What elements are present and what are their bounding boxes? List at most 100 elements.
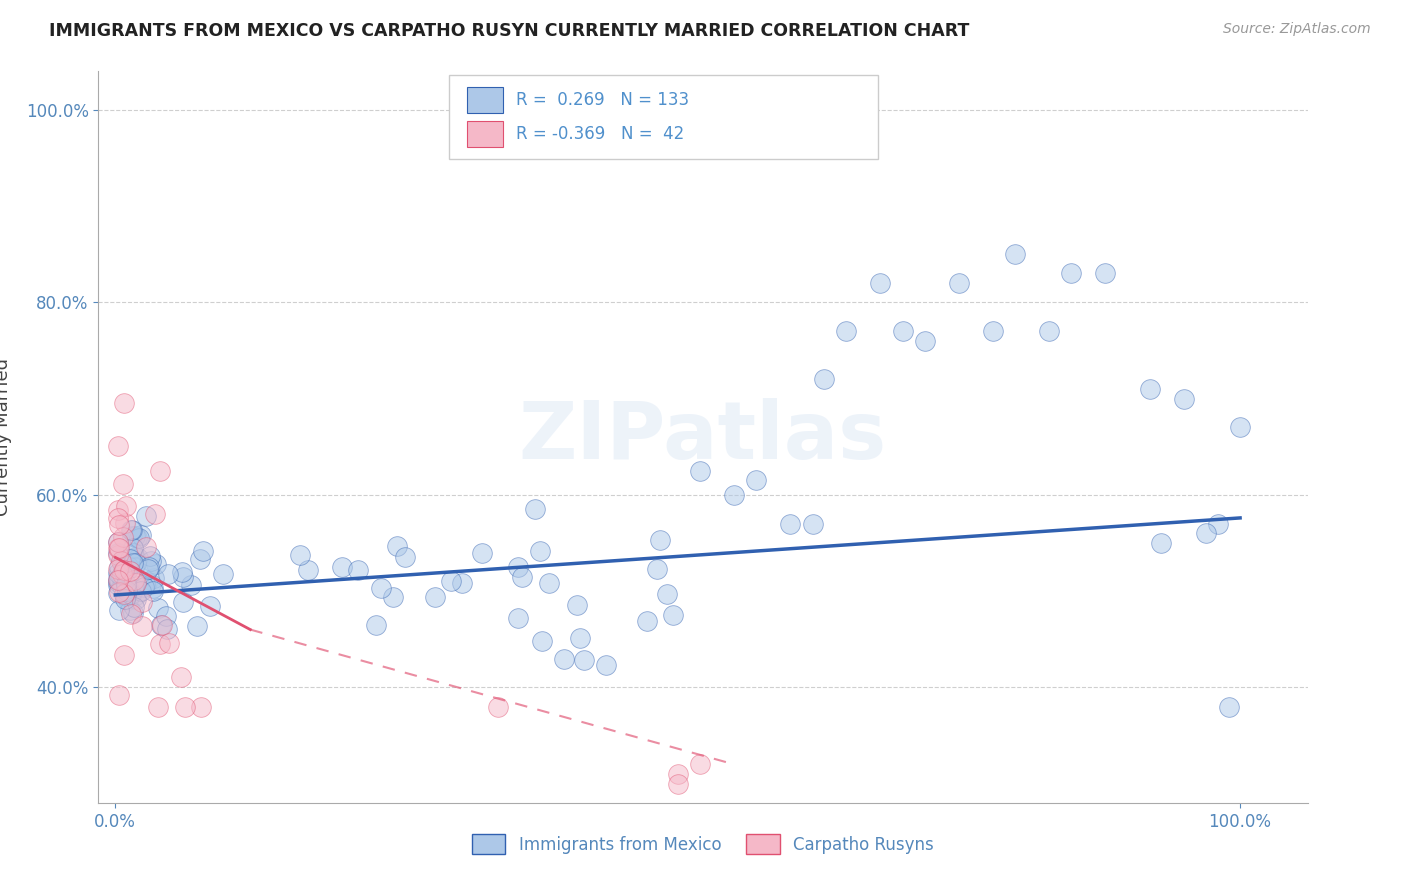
Point (157, 567, 180, 582)
Point (567, 598, 589, 612)
Point (145, 557, 167, 571)
Point (110, 569, 132, 583)
Point (662, 607, 685, 622)
Point (423, 590, 446, 604)
Point (139, 554, 162, 568)
Point (107, 548, 129, 562)
Point (172, 570, 194, 584)
Point (122, 546, 145, 560)
Point (689, 757, 711, 772)
Point (115, 583, 138, 598)
Point (745, 474, 768, 488)
Point (107, 545, 129, 559)
Point (120, 523, 142, 537)
Point (510, 570, 533, 584)
Point (779, 516, 801, 531)
Point (143, 507, 166, 521)
Point (146, 601, 169, 615)
Point (813, 372, 835, 386)
Point (129, 528, 152, 542)
Point (120, 607, 142, 621)
Point (1060, 267, 1083, 281)
Point (120, 564, 142, 578)
Point (142, 583, 165, 598)
Point (636, 614, 658, 628)
Text: R =  0.269   N = 133: R = 0.269 N = 133 (516, 91, 689, 109)
Point (111, 564, 134, 578)
Point (112, 648, 135, 662)
Point (108, 572, 131, 586)
Point (131, 619, 153, 633)
Point (121, 541, 143, 556)
Point (121, 556, 143, 570)
Point (107, 566, 129, 581)
Point (128, 531, 150, 545)
Point (134, 577, 156, 591)
Point (143, 571, 166, 585)
Point (125, 557, 148, 571)
Point (657, 586, 679, 600)
Point (107, 541, 129, 555)
Point (107, 572, 129, 586)
Point (891, 324, 914, 338)
Point (180, 578, 202, 592)
Point (115, 585, 138, 599)
Point (127, 551, 149, 566)
Point (125, 592, 148, 607)
Point (347, 563, 370, 577)
Point (112, 477, 135, 491)
Text: IMMIGRANTS FROM MEXICO VS CARPATHO RUSYN CURRENTLY MARRIED CORRELATION CHART: IMMIGRANTS FROM MEXICO VS CARPATHO RUSYN… (49, 22, 970, 40)
Point (948, 276, 970, 290)
Point (121, 529, 143, 543)
Point (136, 574, 159, 589)
Point (114, 516, 136, 530)
Point (529, 544, 551, 558)
Point (139, 549, 162, 563)
Point (914, 334, 936, 348)
Point (523, 501, 546, 516)
Point (114, 589, 136, 603)
Point (531, 633, 554, 648)
Point (108, 559, 131, 574)
Point (107, 578, 129, 592)
Point (191, 543, 214, 558)
Point (506, 610, 529, 624)
Point (689, 464, 711, 478)
Point (111, 566, 134, 581)
Point (112, 560, 135, 574)
Point (666, 776, 689, 790)
Point (122, 559, 145, 574)
Point (1206, 516, 1229, 531)
Point (149, 464, 172, 478)
Point (108, 688, 131, 702)
Point (645, 562, 668, 576)
Point (174, 699, 197, 714)
Point (122, 582, 145, 597)
Point (124, 529, 146, 543)
Point (288, 548, 311, 562)
Point (121, 585, 143, 599)
Point (146, 699, 169, 714)
Point (114, 591, 136, 606)
Point (381, 590, 404, 604)
Legend: Immigrants from Mexico, Carpatho Rusyns: Immigrants from Mexico, Carpatho Rusyns (465, 828, 941, 860)
Point (188, 551, 211, 566)
Point (198, 599, 221, 613)
Point (1139, 382, 1161, 396)
Point (156, 622, 179, 636)
Point (115, 577, 138, 591)
Point (114, 579, 136, 593)
Point (450, 576, 472, 591)
Point (112, 396, 135, 410)
Point (117, 582, 139, 596)
Point (211, 566, 233, 581)
Point (569, 631, 592, 645)
Point (595, 657, 617, 672)
Point (117, 593, 139, 607)
Point (650, 533, 672, 547)
Point (108, 603, 131, 617)
Point (135, 540, 157, 554)
Point (112, 566, 135, 580)
Point (107, 503, 129, 517)
Point (118, 552, 141, 566)
